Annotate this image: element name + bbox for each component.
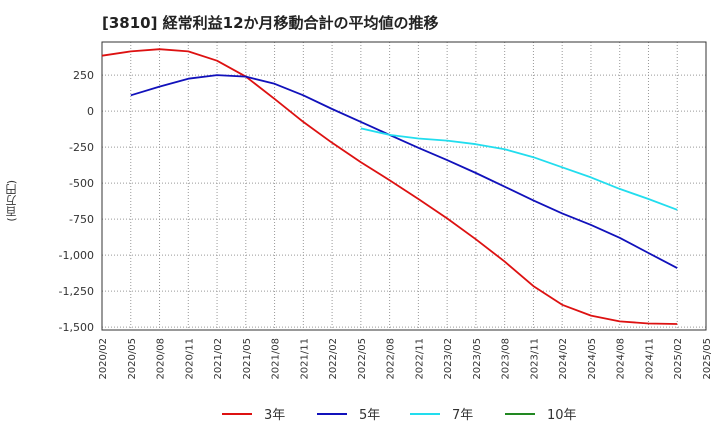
x-tick-label: 2023/08 xyxy=(501,338,512,380)
x-tick-label: 2022/05 xyxy=(357,338,368,380)
y-tick-label: 0 xyxy=(87,105,94,118)
x-tick-label: 2021/05 xyxy=(242,338,253,380)
y-tick-label: 250 xyxy=(73,69,94,82)
x-tick-label: 2023/05 xyxy=(472,338,483,380)
plot-frame xyxy=(101,41,707,331)
x-tick-label: 2025/02 xyxy=(673,338,684,380)
y-tick-label: -250 xyxy=(69,141,94,154)
x-tick-label: 2022/11 xyxy=(414,338,425,380)
series-line-5年 xyxy=(130,74,678,269)
x-tick-label: 2021/08 xyxy=(271,338,282,380)
x-tick-label: 2023/02 xyxy=(443,338,454,380)
series-line-7年 xyxy=(360,127,678,211)
x-tick-label: 2024/02 xyxy=(558,338,569,380)
x-tick-label: 2025/05 xyxy=(702,338,713,380)
legend-label: 10年 xyxy=(547,408,577,423)
chart-title: [3810] 経常利益12か月移動合計の平均値の推移 xyxy=(102,14,439,32)
x-tick-label: 2020/11 xyxy=(184,338,195,380)
y-tick-label: -500 xyxy=(69,177,94,190)
x-tick-label: 2024/08 xyxy=(616,338,627,380)
x-tick-label: 2023/11 xyxy=(529,338,540,380)
x-tick-label: 2022/02 xyxy=(328,338,339,380)
x-tick-label: 2021/11 xyxy=(299,338,310,380)
x-tick-label: 2024/11 xyxy=(644,338,655,380)
x-tick-label: 2020/02 xyxy=(98,338,109,380)
legend-label: 7年 xyxy=(452,408,473,423)
series-line-3年 xyxy=(101,48,678,325)
x-tick-label: 2022/08 xyxy=(386,338,397,380)
y-tick-label: -1,500 xyxy=(59,321,94,334)
y-tick-label: -750 xyxy=(69,213,94,226)
x-tick-label: 2021/02 xyxy=(213,338,224,380)
legend-label: 5年 xyxy=(359,408,380,423)
y-tick-label: -1,250 xyxy=(59,285,94,298)
y-tick-label: -1,000 xyxy=(59,249,94,262)
x-tick-label: 2020/08 xyxy=(156,338,167,380)
legend-label: 3年 xyxy=(264,408,285,423)
x-tick-label: 2024/05 xyxy=(587,338,598,380)
x-tick-label: 2020/05 xyxy=(127,338,138,380)
